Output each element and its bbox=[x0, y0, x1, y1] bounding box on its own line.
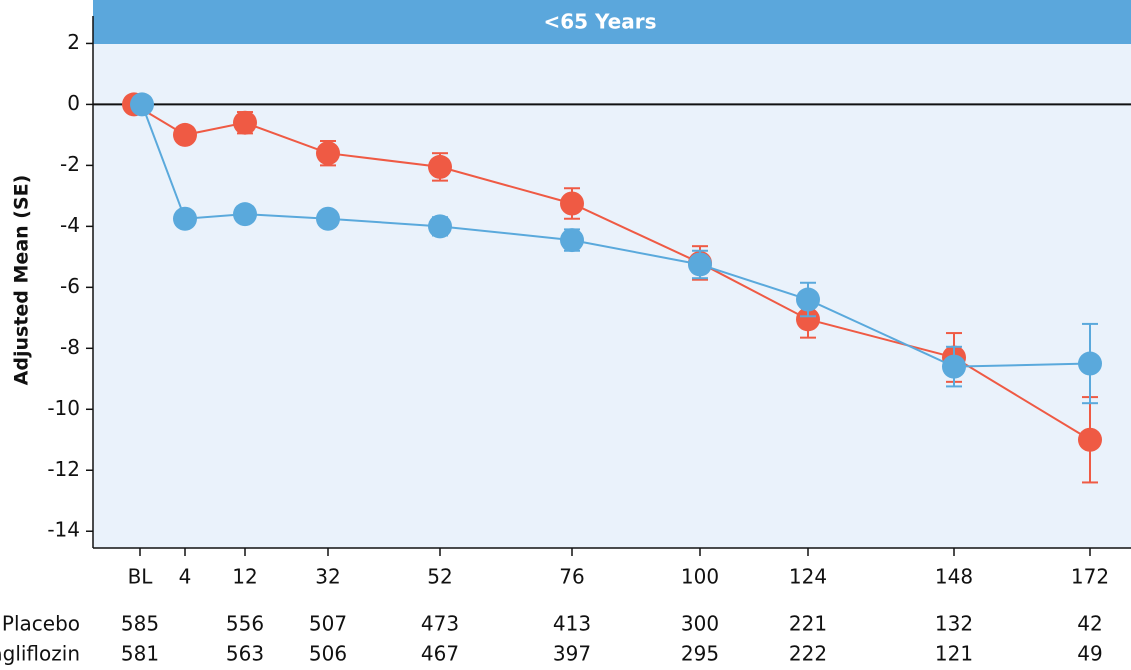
marker bbox=[1078, 351, 1102, 376]
y-tick-label: -2 bbox=[60, 152, 80, 176]
x-tick-label: 4 bbox=[179, 565, 192, 589]
count: 222 bbox=[789, 642, 827, 666]
marker bbox=[560, 228, 584, 253]
count: 295 bbox=[681, 642, 719, 666]
marker bbox=[233, 110, 257, 135]
x-tick-label: 32 bbox=[315, 565, 340, 589]
y-tick-label: -12 bbox=[47, 457, 80, 481]
y-tick-label: -10 bbox=[47, 396, 80, 420]
marker bbox=[428, 214, 452, 239]
y-axis-label: Adjusted Mean (SE) bbox=[11, 175, 33, 386]
y-tick-label: -8 bbox=[60, 335, 80, 359]
count: 507 bbox=[309, 612, 347, 636]
marker bbox=[233, 202, 257, 227]
marker bbox=[796, 307, 820, 332]
count: 506 bbox=[309, 642, 347, 666]
count: 132 bbox=[935, 612, 973, 636]
marker bbox=[796, 287, 820, 312]
marker bbox=[316, 141, 340, 166]
count: 556 bbox=[226, 612, 264, 636]
y-tick-label: -6 bbox=[60, 274, 80, 298]
x-tick-label: 12 bbox=[232, 565, 257, 589]
marker bbox=[173, 206, 197, 231]
x-tick-label: 124 bbox=[789, 565, 827, 589]
marker bbox=[1078, 427, 1102, 452]
x-tick-label: 148 bbox=[935, 565, 973, 589]
marker bbox=[130, 92, 154, 117]
count: 467 bbox=[421, 642, 459, 666]
x-tick-label: 76 bbox=[559, 565, 584, 589]
chart-title: <65 Years bbox=[543, 10, 656, 34]
count: 585 bbox=[121, 612, 159, 636]
count: 121 bbox=[935, 642, 973, 666]
count: 413 bbox=[553, 612, 591, 636]
marker bbox=[428, 154, 452, 179]
count: 300 bbox=[681, 612, 719, 636]
x-tick-label: 52 bbox=[427, 565, 452, 589]
count: 581 bbox=[121, 642, 159, 666]
marker bbox=[688, 252, 712, 277]
count: 221 bbox=[789, 612, 827, 636]
marker bbox=[316, 206, 340, 231]
series-line bbox=[141, 104, 1091, 368]
series-line bbox=[133, 103, 1091, 441]
y-tick-label: -4 bbox=[60, 213, 80, 237]
plot-background bbox=[93, 16, 1131, 548]
count: 563 bbox=[226, 642, 264, 666]
row-label: Sotagliflozin bbox=[0, 642, 80, 666]
count: 49 bbox=[1077, 642, 1102, 666]
y-tick-label: 2 bbox=[67, 30, 80, 54]
x-tick-label: 172 bbox=[1071, 565, 1109, 589]
y-tick-label: -14 bbox=[47, 518, 80, 542]
x-tick-label: 100 bbox=[681, 565, 719, 589]
y-tick-label: 0 bbox=[67, 91, 80, 115]
x-tick-label: BL bbox=[128, 565, 154, 589]
marker bbox=[560, 191, 584, 216]
marker bbox=[173, 122, 197, 147]
row-label: Placebo bbox=[2, 612, 80, 636]
count: 473 bbox=[421, 612, 459, 636]
marker bbox=[942, 354, 966, 379]
title-band bbox=[93, 0, 1131, 44]
count: 42 bbox=[1077, 612, 1102, 636]
count: 397 bbox=[553, 642, 591, 666]
